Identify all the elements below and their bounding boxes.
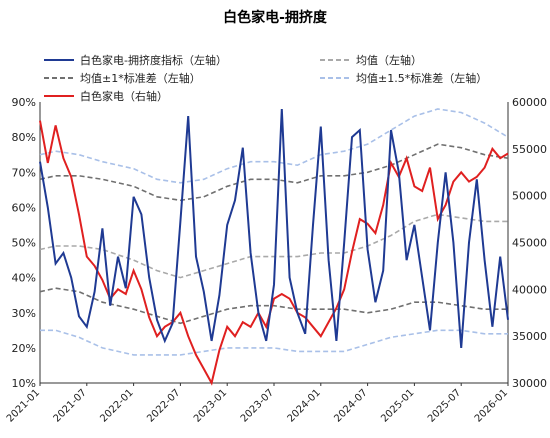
legend-label: 均值（左轴） (356, 53, 422, 67)
series-line-3-band-lower (40, 329, 508, 356)
y-left-tick-label: 80% (12, 131, 36, 144)
chart-title: 白色家电-拥挤度 (223, 9, 328, 26)
y-left-tick-label: 90% (12, 96, 36, 109)
y-axis-right: 30000 35000 40000 45000 50000 55000 60000 (512, 96, 547, 390)
series-line-2-band-upper (39, 143, 509, 202)
y-right-tick-label: 30000 (512, 377, 547, 390)
y-left-tick-label: 60% (12, 201, 36, 214)
x-tick-label: 2025-01 (379, 387, 416, 424)
legend: 白色家电-拥挤度指标（左轴） 均值（左轴） 均值±1*标准差（左轴） 均值±1.5*标… (44, 53, 487, 103)
y-left-tick-label: 70% (12, 166, 36, 179)
y-right-tick-label: 35000 (512, 330, 547, 343)
y-left-tick-label: 10% (12, 377, 36, 390)
x-tick-label: 2025-07 (426, 387, 463, 424)
x-tick-label: 2023-01 (192, 387, 229, 424)
x-tick-label: 2024-01 (286, 387, 323, 424)
y-right-tick-label: 60000 (512, 96, 547, 109)
x-tick-label: 2024-07 (332, 387, 369, 424)
y-right-tick-label: 45000 (512, 237, 547, 250)
x-tick-label: 2021-01 (5, 387, 42, 424)
plot-area (39, 102, 509, 386)
y-right-tick-label: 40000 (512, 283, 547, 296)
y-left-tick-label: 30% (12, 307, 36, 320)
y-axis-left: 10% 20% 30% 40% 50% 60% 70% 80% 90% (12, 96, 36, 390)
series-line-2-band-lower (39, 287, 508, 325)
x-axis: 2021-01 2021-07 2022-01 2022-07 2023-01 2023-… (5, 383, 510, 425)
legend-label: 白色家电-拥挤度指标（左轴） (80, 53, 227, 67)
y-right-tick-label: 50000 (512, 190, 547, 203)
x-tick-label: 2021-07 (52, 387, 89, 424)
legend-label: 白色家电（右轴） (80, 89, 168, 103)
x-tick-label: 2026-01 (473, 387, 510, 424)
series-line-3-band-upper (39, 108, 509, 184)
y-right-tick-label: 55000 (512, 143, 547, 156)
y-left-tick-label: 40% (12, 272, 36, 285)
legend-label: 均值±1*标准差（左轴） (80, 71, 201, 85)
x-tick-label: 2022-07 (145, 387, 182, 424)
series-line-1 (39, 213, 508, 279)
series-line-4 (39, 120, 509, 386)
legend-label: 均值±1.5*标准差（左轴） (356, 71, 487, 85)
x-tick-label: 2023-07 (239, 387, 276, 424)
x-tick-label: 2022-01 (98, 387, 135, 424)
y-left-tick-label: 50% (12, 237, 36, 250)
y-left-tick-label: 20% (12, 342, 36, 355)
series-line-0 (39, 108, 509, 348)
